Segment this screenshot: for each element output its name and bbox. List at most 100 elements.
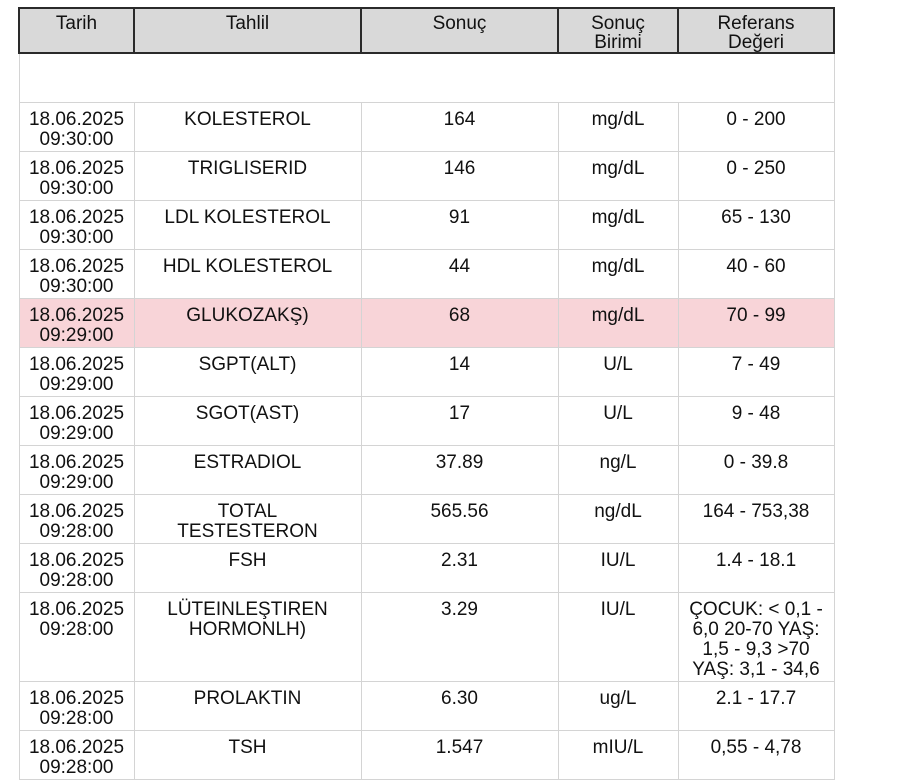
- date-value: 18.06.2025: [28, 598, 125, 620]
- time-value: 09:28:00: [39, 618, 114, 640]
- date-value: 18.06.2025: [28, 108, 125, 130]
- table-row: 18.06.2025 09:30:00 KOLESTEROL 164 mg/dL 0 - …: [18, 101, 835, 152]
- cell-unit: mg/dL: [557, 199, 679, 250]
- result-value: 17: [448, 402, 471, 424]
- lab-results-table: Tarih Tahlil Sonuç Sonuç Birimi Referans…: [18, 7, 835, 780]
- table-row: 18.06.2025 09:30:00 HDL KOLESTEROL 44 mg/dL 4…: [18, 248, 835, 299]
- result-value: 14: [448, 353, 471, 375]
- result-value: 6.30: [441, 687, 478, 709]
- result-value: 2.31: [441, 549, 478, 571]
- unit-value: IU/L: [600, 549, 636, 571]
- result-value: 146: [443, 157, 476, 179]
- test-name-line1: LÜTEINLEŞTIREN: [167, 598, 328, 620]
- cell-result: 1.547: [360, 729, 559, 780]
- cell-reference: 164 - 753,38: [677, 493, 835, 544]
- table-row: 18.06.2025 09:28:00 FSH 2.31 IU/L 1.4 - 18.1: [18, 542, 835, 593]
- result-value: 3.29: [441, 598, 478, 620]
- test-name-line1: TRIGLISERID: [187, 157, 308, 179]
- test-name-line1: GLUKOZAKŞ): [186, 304, 309, 326]
- time-value: 09:29:00: [39, 373, 114, 395]
- cell-unit: mg/dL: [557, 101, 679, 152]
- date-value: 18.06.2025: [28, 206, 125, 228]
- cell-date: 18.06.2025 09:29:00: [18, 346, 135, 397]
- cell-reference: ÇOCUK: < 0,1 -6,0 20-70 YAŞ: 1,5 - 9,3 >7…: [677, 591, 835, 682]
- unit-value: mg/dL: [591, 255, 645, 277]
- reference-line: 7 - 49: [731, 353, 781, 375]
- cell-date: 18.06.2025 09:30:00: [18, 101, 135, 152]
- table-row: 18.06.2025 09:29:00 SGOT(AST) 17 U/L 9 - 48: [18, 395, 835, 446]
- cell-date: 18.06.2025 09:29:00: [18, 444, 135, 495]
- cell-test: PROLAKTIN: [133, 680, 362, 731]
- test-name-line1: LDL KOLESTEROL: [164, 206, 331, 228]
- date-value: 18.06.2025: [28, 736, 125, 758]
- cell-test: SGOT(AST): [133, 395, 362, 446]
- header-date: Tarih: [18, 7, 135, 54]
- test-name-line1: FSH: [228, 549, 267, 571]
- reference-line: 1.4 - 18.1: [715, 549, 797, 571]
- unit-value: ng/dL: [594, 500, 642, 522]
- test-name-line1: ESTRADIOL: [193, 451, 302, 473]
- reference-line: YAŞ: 3,1 - 34,6: [692, 658, 820, 680]
- cell-date: 18.06.2025 09:28:00: [18, 729, 135, 780]
- cell-reference: 70 - 99: [677, 297, 835, 348]
- header-reference: Referans Değeri: [677, 7, 835, 54]
- cell-test: TSH: [133, 729, 362, 780]
- test-name-line2: TESTESTERON: [177, 520, 318, 542]
- cell-reference: 0,55 - 4,78: [677, 729, 835, 780]
- date-value: 18.06.2025: [28, 353, 125, 375]
- cell-date: 18.06.2025 09:30:00: [18, 150, 135, 201]
- test-name-line2: HORMONLH): [188, 618, 307, 640]
- result-value: 164: [443, 108, 476, 130]
- unit-value: mg/dL: [591, 157, 645, 179]
- cell-reference: 1.4 - 18.1: [677, 542, 835, 593]
- cell-date: 18.06.2025 09:29:00: [18, 297, 135, 348]
- table-row: 18.06.2025 09:28:00 TSH 1.547 mIU/L 0,55 - 4,…: [18, 729, 835, 780]
- reference-line: 6,0 20-70 YAŞ:: [692, 618, 820, 640]
- test-name-line1: TOTAL: [217, 500, 278, 522]
- unit-value: mIU/L: [592, 736, 644, 758]
- test-name-line1: KOLESTEROL: [184, 108, 311, 130]
- cell-date: 18.06.2025 09:28:00: [18, 493, 135, 544]
- test-name-line1: HDL KOLESTEROL: [162, 255, 333, 277]
- cell-unit: IU/L: [557, 542, 679, 593]
- time-value: 09:29:00: [39, 471, 114, 493]
- cell-reference: 9 - 48: [677, 395, 835, 446]
- time-value: 09:29:00: [39, 422, 114, 444]
- cell-test: SGPT(ALT): [133, 346, 362, 397]
- cell-unit: mIU/L: [557, 729, 679, 780]
- test-name-line1: SGPT(ALT): [198, 353, 297, 375]
- table-row: 18.06.2025 09:29:00 GLUKOZAKŞ) 68 mg/dL 70 - …: [18, 297, 835, 348]
- date-value: 18.06.2025: [28, 304, 125, 326]
- time-value: 09:28:00: [39, 569, 114, 591]
- cell-test: LDL KOLESTEROL: [133, 199, 362, 250]
- cell-unit: U/L: [557, 346, 679, 397]
- cell-unit: mg/dL: [557, 297, 679, 348]
- unit-value: U/L: [603, 402, 633, 424]
- cell-reference: 7 - 49: [677, 346, 835, 397]
- reference-line: 164 - 753,38: [702, 500, 810, 522]
- table-row: 18.06.2025 09:28:00 TOTAL TESTESTERON 565.56…: [18, 493, 835, 544]
- reference-line: 0 - 200: [726, 108, 786, 130]
- date-value: 18.06.2025: [28, 255, 125, 277]
- reference-line: 65 - 130: [721, 206, 791, 228]
- test-name-line1: SGOT(AST): [195, 402, 300, 424]
- time-value: 09:29:00: [39, 324, 114, 346]
- cell-reference: 2.1 - 17.7: [677, 680, 835, 731]
- header-result: Sonuç: [360, 7, 559, 54]
- time-value: 09:30:00: [39, 128, 114, 150]
- unit-value: IU/L: [600, 598, 636, 620]
- cell-result: 2.31: [360, 542, 559, 593]
- cell-result: 164: [360, 101, 559, 152]
- test-name-line1: TSH: [228, 736, 267, 758]
- unit-value: mg/dL: [591, 304, 645, 326]
- cell-date: 18.06.2025 09:29:00: [18, 395, 135, 446]
- cell-result: 44: [360, 248, 559, 299]
- date-value: 18.06.2025: [28, 500, 125, 522]
- cell-date: 18.06.2025 09:28:00: [18, 680, 135, 731]
- unit-value: ng/L: [599, 451, 637, 473]
- table-row: 18.06.2025 09:29:00 ESTRADIOL 37.89 ng/L 0 - …: [18, 444, 835, 495]
- header-unit: Sonuç Birimi: [557, 7, 679, 54]
- time-value: 09:30:00: [39, 177, 114, 199]
- cell-result: 6.30: [360, 680, 559, 731]
- cell-result: 37.89: [360, 444, 559, 495]
